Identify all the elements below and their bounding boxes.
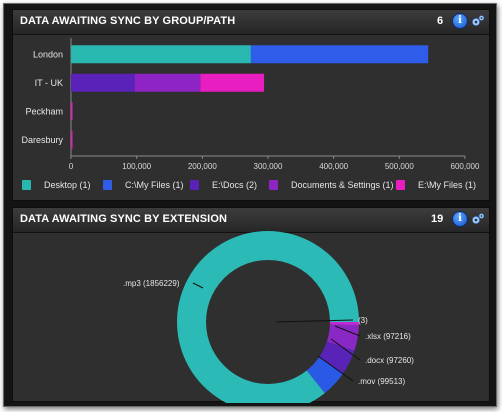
x-tick-label: 300,000 <box>254 162 283 171</box>
x-tick-label: 400,000 <box>319 162 348 171</box>
legend-swatch <box>396 180 405 190</box>
category-label: IT - UK <box>35 78 63 88</box>
legend-label: E:\Docs (2) <box>212 180 258 190</box>
dashboard-frame: DATA AWAITING SYNC BY GROUP/PATH 6 i 0 10… <box>3 3 497 407</box>
legend-item[interactable]: E:\My Files (1) <box>396 176 476 194</box>
legend-swatch <box>22 180 31 190</box>
item-count-badge: 19 <box>431 213 444 225</box>
legend-swatch <box>190 180 199 190</box>
x-tick-label: 200,000 <box>188 162 217 171</box>
x-tick-label: 100,000 <box>122 162 151 171</box>
legend-label: E:\My Files (1) <box>418 180 477 190</box>
sync-by-extension-panel: DATA AWAITING SYNC BY EXTENSION 19 i .mp… <box>12 207 490 403</box>
bar-chart: 0 100,000 200,000 300,000 400,000 500,000 600,… <box>21 38 480 171</box>
slice-label: .xlsx (97216) <box>365 332 411 341</box>
label-leader-line <box>275 319 354 323</box>
category-label: Peckham <box>25 106 63 116</box>
legend-item[interactable]: C:\My Files (1) <box>103 176 184 194</box>
label-leader-line <box>330 338 361 361</box>
legend-label: C:\My Files (1) <box>125 180 184 190</box>
x-tick-label: 500,000 <box>385 162 414 171</box>
donut-slice[interactable] <box>177 231 359 403</box>
bar-segment[interactable] <box>71 45 251 64</box>
sync-by-group-panel: DATA AWAITING SYNC BY GROUP/PATH 6 i 0 10… <box>12 9 490 201</box>
donut-slice[interactable] <box>306 357 343 394</box>
panel-header: DATA AWAITING SYNC BY EXTENSION 19 i <box>13 208 489 233</box>
bar-segment[interactable] <box>250 45 429 64</box>
chart-legend: Desktop (1) C:\My Files (1) E:\Docs (2) Doc… <box>13 176 489 194</box>
bar-segment[interactable] <box>134 73 201 92</box>
panel-title: DATA AWAITING SYNC BY GROUP/PATH <box>20 15 236 27</box>
item-count-badge: 6 <box>437 15 444 27</box>
category-label: Daresbury <box>21 135 63 145</box>
legend-swatch <box>103 180 112 190</box>
slice-label: .mp3 (1856229) <box>123 279 180 288</box>
label-leader-line <box>192 282 204 289</box>
legend-label: Desktop (1) <box>44 180 91 190</box>
slice-label: .mov (99513) <box>358 377 405 386</box>
bar-segment[interactable] <box>71 102 73 121</box>
label-leader-line <box>334 325 361 337</box>
legend-item[interactable]: Documents & Settings (1) <box>269 176 394 194</box>
label-leader-line <box>317 355 354 382</box>
x-tick-label: 600,000 <box>451 162 480 171</box>
bar-segment[interactable] <box>71 73 135 92</box>
info-icon[interactable]: i <box>453 212 467 226</box>
info-icon[interactable]: i <box>453 14 467 28</box>
panel-header: DATA AWAITING SYNC BY GROUP/PATH 6 i <box>13 10 489 35</box>
category-label: London <box>33 49 63 59</box>
legend-label: Documents & Settings (1) <box>291 180 394 190</box>
gear-icon[interactable] <box>470 211 486 227</box>
donut-slice[interactable] <box>326 324 359 351</box>
legend-swatch <box>269 180 278 190</box>
slice-label: (3) <box>358 316 368 325</box>
legend-item[interactable]: Desktop (1) <box>22 176 91 194</box>
x-tick-label: 0 <box>69 162 74 171</box>
legend-item[interactable]: E:\Docs (2) <box>190 176 257 194</box>
panel-title: DATA AWAITING SYNC BY EXTENSION <box>20 213 228 225</box>
gear-icon[interactable] <box>470 13 486 29</box>
donut-slice[interactable] <box>329 322 359 326</box>
bar-segment[interactable] <box>200 73 265 92</box>
bar-segment[interactable] <box>71 130 73 149</box>
slice-label: .docx (97260) <box>365 356 414 365</box>
donut-chart: .mp3 (1856229) .mov (99513) .docx (97260).… <box>123 231 414 403</box>
